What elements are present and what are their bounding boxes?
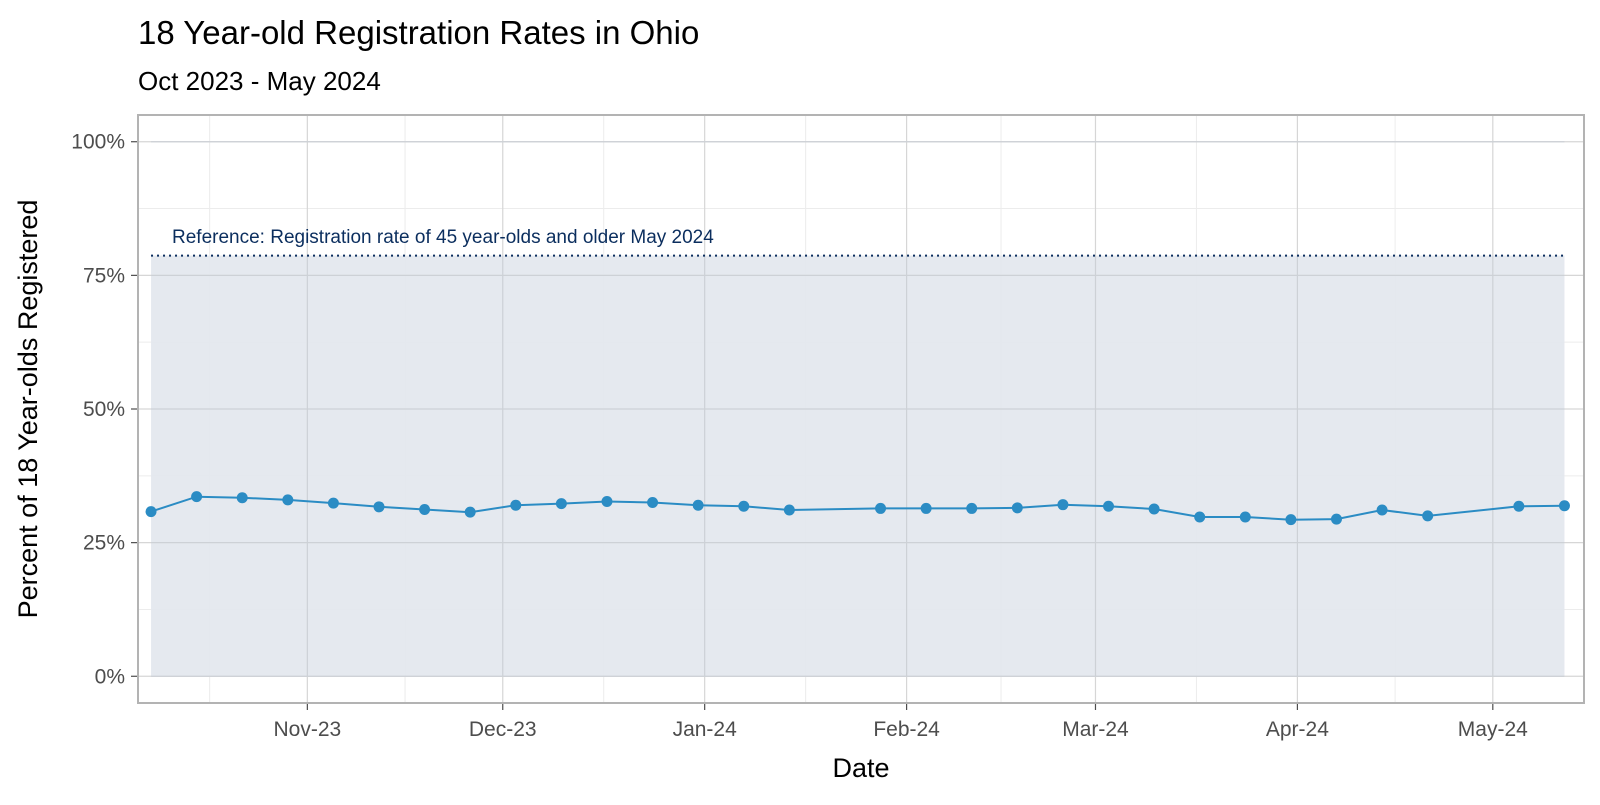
reference-band — [151, 255, 1565, 677]
data-point — [419, 503, 431, 515]
data-point — [1422, 510, 1434, 522]
data-point — [510, 499, 522, 511]
data-point — [875, 502, 887, 514]
x-tick-label: Mar-24 — [1062, 718, 1129, 741]
data-point — [236, 492, 248, 504]
data-point — [191, 491, 203, 503]
data-point — [282, 494, 294, 506]
x-tick-label: Feb-24 — [873, 718, 940, 741]
y-tick-label: 0% — [95, 665, 125, 688]
data-point — [1194, 511, 1206, 523]
y-tick-label: 75% — [83, 264, 125, 287]
data-point — [464, 506, 476, 518]
data-point — [1011, 502, 1023, 514]
data-point — [647, 497, 659, 509]
data-point — [966, 502, 978, 514]
data-point — [145, 506, 157, 518]
data-point — [601, 495, 613, 507]
data-point — [373, 501, 385, 513]
data-point — [738, 500, 750, 512]
x-axis-title: Date — [832, 753, 889, 783]
series-line — [150, 495, 1565, 521]
data-point — [1558, 500, 1570, 512]
data-point — [1057, 499, 1069, 511]
data-point — [692, 499, 704, 511]
data-point — [1513, 500, 1525, 512]
data-point — [1239, 511, 1251, 523]
y-tick-label: 50% — [83, 398, 125, 421]
y-tick-label: 25% — [83, 532, 125, 555]
data-point — [1330, 513, 1342, 525]
data-point — [555, 498, 567, 510]
y-tick-label: 100% — [71, 131, 125, 154]
reference-label: Reference: Registration rate of 45 year-… — [172, 227, 714, 248]
x-tick-label: Nov-23 — [273, 718, 341, 741]
data-point — [783, 504, 795, 516]
x-tick-label: Jan-24 — [673, 718, 738, 741]
data-point — [327, 497, 339, 509]
data-point — [1285, 514, 1297, 526]
panel-border — [137, 114, 1585, 704]
data-point — [1376, 504, 1388, 516]
chart-title: 18 Year-old Registration Rates in Ohio — [138, 14, 699, 51]
x-tick-label: May-24 — [1458, 718, 1528, 741]
x-tick-label: Dec-23 — [469, 718, 537, 741]
data-point — [1148, 503, 1160, 515]
x-tick-label: Apr-24 — [1266, 718, 1329, 741]
data-point — [1103, 500, 1115, 512]
y-axis-title: Percent of 18 Year-olds Registered — [13, 200, 43, 619]
data-point — [920, 502, 932, 514]
chart-subtitle: Oct 2023 - May 2024 — [138, 66, 381, 96]
